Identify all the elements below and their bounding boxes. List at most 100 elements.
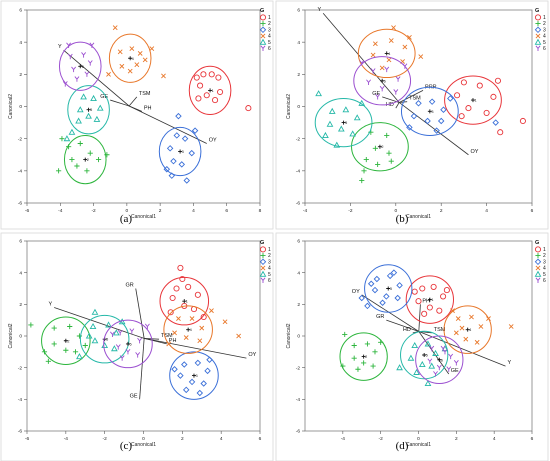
data-point: [45, 358, 51, 364]
x-axis-title: Canonical1: [406, 214, 431, 220]
y-tick-label: 0: [297, 104, 300, 110]
x-tick-label: 4: [192, 208, 195, 214]
caption-b: (b): [395, 213, 409, 225]
x-tick-label: -4: [341, 436, 346, 442]
data-point: [490, 93, 497, 100]
confidence-circle: [444, 75, 502, 125]
data-point: [129, 46, 135, 51]
series-5: 5: [63, 85, 110, 142]
data-point: [125, 348, 131, 355]
biplot-label: Y: [58, 44, 62, 50]
biplot-ray-oy: [361, 294, 420, 332]
confidence-circle: [400, 330, 449, 380]
legend-marker: [259, 26, 267, 34]
data-point: [418, 54, 424, 60]
data-point: [458, 113, 465, 120]
data-point: [373, 275, 381, 283]
series-3: 3: [358, 264, 413, 313]
biplot-label: Y: [49, 302, 53, 308]
data-point: [193, 74, 200, 81]
data-point: [208, 71, 215, 78]
legend-marker: [534, 270, 542, 277]
data-point: [200, 71, 207, 78]
caption-a: (a): [119, 213, 133, 225]
data-point: [453, 330, 459, 336]
data-point: [51, 325, 57, 331]
data-point: [465, 105, 472, 112]
centroid-label: 3: [431, 110, 433, 114]
data-point: [375, 93, 381, 100]
centroid-label: 1: [212, 89, 214, 93]
biplot-label: GE: [451, 368, 459, 374]
biplot-label: Y: [508, 360, 512, 366]
data-point: [74, 76, 80, 82]
centroid-label: 4: [388, 52, 390, 56]
data-point: [115, 344, 121, 350]
data-point: [406, 124, 413, 131]
x-tick-label: 6: [531, 436, 534, 442]
data-point: [469, 314, 474, 320]
legend-marker: [535, 265, 541, 271]
data-point: [370, 68, 376, 74]
chart-panel-1: -4 -2 0 2 4 6-6-4-20246Canonical1Canonical2YO…: [275, 0, 549, 230]
data-point: [447, 95, 454, 102]
data-point: [370, 363, 376, 369]
y-tick-label: 0: [19, 104, 22, 110]
legend-label: 5: [268, 40, 271, 46]
data-point: [367, 280, 375, 287]
data-point: [194, 359, 202, 367]
data-point: [349, 130, 357, 137]
legend-label: 4: [268, 34, 271, 40]
x-tick-label: 6: [225, 208, 228, 214]
data-point: [440, 106, 447, 113]
legend-marker: [535, 21, 541, 27]
data-point: [351, 355, 357, 361]
data-point: [176, 316, 181, 321]
data-point: [428, 362, 436, 369]
data-point: [429, 345, 435, 352]
data-point: [486, 316, 491, 321]
legend-marker: [260, 45, 266, 51]
data-point: [415, 100, 422, 107]
data-point: [203, 92, 210, 99]
data-point: [76, 333, 83, 339]
data-point: [424, 117, 431, 125]
data-point: [195, 95, 202, 102]
data-point: [89, 42, 95, 48]
data-point: [66, 42, 72, 48]
centroid-marker: [427, 297, 432, 302]
x-tick-label: -2: [348, 208, 353, 214]
biplot-label: TSM: [434, 327, 446, 333]
data-point: [163, 165, 171, 173]
data-point: [95, 156, 102, 163]
data-point: [181, 361, 188, 368]
data-point: [364, 302, 371, 310]
data-point: [212, 97, 219, 104]
series-4: 4: [443, 305, 514, 354]
centroid-marker: [186, 327, 191, 332]
y-tick-label: 4: [19, 270, 22, 276]
legend-marker: [534, 26, 542, 34]
data-point: [424, 340, 432, 347]
data-point: [454, 92, 461, 99]
y-tick-label: -4: [18, 168, 23, 174]
data-point: [379, 65, 385, 71]
series-3: 3: [400, 86, 499, 136]
confidence-circle: [405, 275, 454, 324]
data-point: [96, 104, 104, 111]
data-point: [173, 132, 181, 139]
series-2: 2: [351, 122, 409, 184]
biplot-label: TSM: [139, 91, 151, 97]
legend-label: 2: [268, 21, 271, 27]
y-tick-label: -2: [18, 365, 23, 371]
legend-label: 6: [543, 278, 546, 284]
data-point: [463, 336, 469, 342]
data-point: [181, 135, 189, 142]
confidence-circle: [41, 316, 91, 365]
biplot-ray-y: [63, 49, 130, 107]
biplot-label: HD: [386, 102, 394, 108]
data-point: [197, 82, 204, 89]
x-tick-label: 0: [142, 436, 145, 442]
data-point: [135, 352, 141, 358]
centroid-label: 4: [469, 328, 471, 332]
